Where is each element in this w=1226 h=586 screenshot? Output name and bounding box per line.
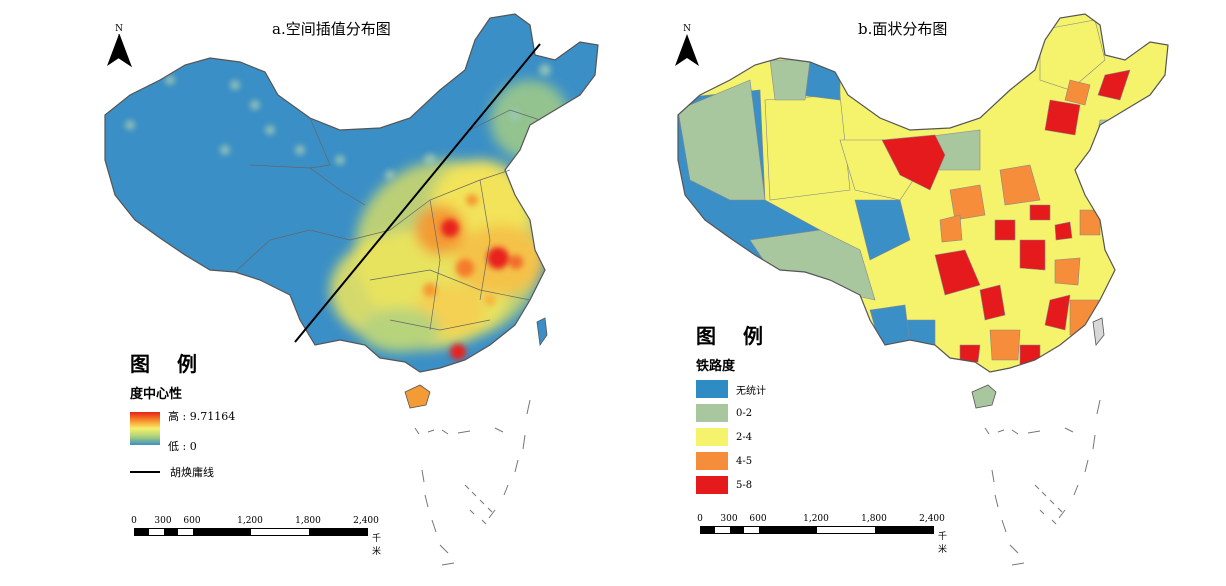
china-boundary-a [104,13,599,373]
scale-tick: 300 [720,514,738,524]
legend-title-a: 图 例 [130,352,207,376]
scale-tick: 1,800 [861,514,887,524]
hu-line-symbol [130,471,160,473]
legend-class-label: 4-5 [736,455,753,467]
scale-tick: 0 [697,514,703,524]
panel-a-title: a.空间插值分布图 [272,20,391,38]
north-arrow-icon [675,34,699,66]
scale-tick: 1,800 [295,516,321,526]
north-label-b: N [683,24,691,34]
scale-unit: 千米 [938,532,948,555]
hainan-b [971,384,997,409]
legend-swatch [696,380,728,398]
legend-swatch [696,452,728,470]
scale-tick: 600 [749,514,767,524]
north-arrow-a: N [104,24,134,72]
small-blobs [125,64,551,180]
hu-line [294,43,541,343]
legend-class-label: 无统计 [736,385,766,397]
province-boundaries-a [234,109,541,331]
scale-bar-graphic [134,528,368,536]
scale-tick: 1,200 [237,516,263,526]
legend-high-label: 高 : 9.71164 [168,410,236,423]
china-boundary-b [677,13,1169,373]
legend-b: 图 例 铁路度 无统计 0-2 2-4 4-5 5-8 [696,320,773,494]
scale-tick: 600 [183,516,201,526]
legend-class-row: 无统计 [696,380,773,398]
gradient-swatch [130,412,160,445]
legend-class-row: 2-4 [696,428,773,446]
scale-bar-a: 0 300 600 1,200 1,800 2,400 千米 [131,516,384,557]
scale-tick: 300 [154,516,172,526]
north-arrow-icon [107,33,133,68]
legend-swatch [696,476,728,494]
scale-unit: 千米 [372,534,382,557]
scale-tick: 2,400 [919,514,945,524]
legend-low-label: 低 : 0 [168,440,197,453]
scale-bar-graphic [700,526,934,534]
scale-tick: 2,400 [353,516,379,526]
panel-b-title: b.面状分布图 [858,20,948,38]
legend-class-row: 0-2 [696,404,773,422]
legend-class-label: 0-2 [736,407,753,419]
legend-line-label: 胡焕庸线 [170,466,214,479]
legend-subtitle-a: 度中心性 [130,387,183,402]
legend-class-label: 2-4 [736,431,753,443]
hainan-a [404,384,431,409]
choropleth-map [677,13,1169,566]
north-label-a: N [115,24,123,34]
map-panel-b: b.面状分布图 N 图 例 铁路度 无统计 0-2 2-4 4-5 5-8 [600,0,1200,586]
scale-tick: 1,200 [803,514,829,524]
map-panel-a: a.空间插值分布图 N 图 例 度中心性 高 : 9.71164 低 : 0 胡… [10,0,610,586]
interpolation-map [104,13,599,566]
south-china-sea-islands-a [414,399,531,566]
south-china-sea-islands-b [984,399,1101,566]
scale-tick: 0 [131,516,137,526]
legend-swatch [696,404,728,422]
north-arrow-b: N [672,24,702,72]
taiwan-a [536,317,548,347]
legend-class-row: 4-5 [696,452,773,470]
legend-class-row: 5-8 [696,476,773,494]
legend-title-b: 图 例 [696,324,773,348]
legend-swatch [696,428,728,446]
hotspots [423,194,523,360]
legend-class-label: 5-8 [736,479,753,491]
scale-bar-b: 0 300 600 1,200 1,800 2,400 千米 [697,514,950,555]
legend-a: 图 例 度中心性 高 : 9.71164 低 : 0 胡焕庸线 [130,348,235,480]
legend-subtitle-b: 铁路度 [696,359,736,374]
taiwan-b [1092,317,1105,346]
